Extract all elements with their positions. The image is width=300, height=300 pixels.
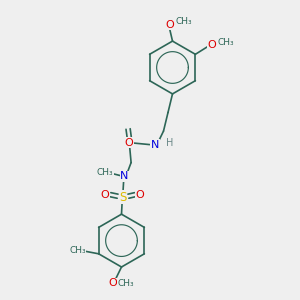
Text: N: N xyxy=(151,140,159,150)
Text: O: O xyxy=(165,20,174,30)
Text: H: H xyxy=(166,138,173,148)
Text: O: O xyxy=(100,190,109,200)
Text: O: O xyxy=(108,278,117,289)
Text: S: S xyxy=(119,190,127,204)
Text: CH₃: CH₃ xyxy=(69,246,86,255)
Text: CH₃: CH₃ xyxy=(218,38,235,47)
Text: O: O xyxy=(124,138,133,148)
Text: O: O xyxy=(135,190,144,200)
Text: CH₃: CH₃ xyxy=(176,17,192,26)
Text: CH₃: CH₃ xyxy=(97,168,113,177)
Text: N: N xyxy=(120,171,129,181)
Text: O: O xyxy=(208,40,216,50)
Text: CH₃: CH₃ xyxy=(118,279,134,288)
